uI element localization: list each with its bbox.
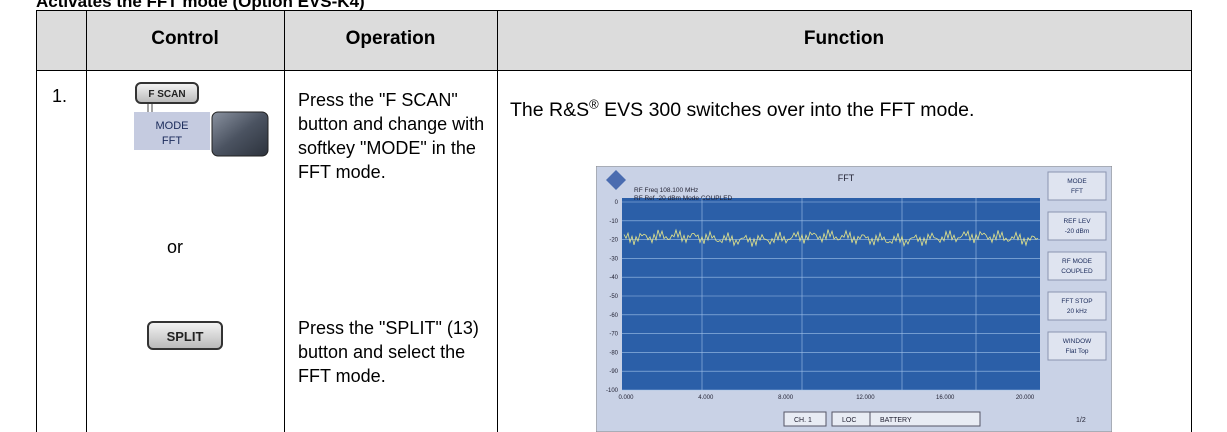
softkey-button <box>211 111 269 157</box>
rule <box>36 10 37 432</box>
step-number: 1. <box>52 86 68 106</box>
rule <box>86 10 87 432</box>
superscript: ® <box>589 96 599 112</box>
split-button <box>147 321 223 350</box>
screen-softkey-label: WINDOW <box>1063 338 1092 345</box>
screen-softkey-label: FFT STOP <box>1061 298 1092 305</box>
screen-softkey-label: COUPLED <box>1061 268 1093 275</box>
status-box <box>783 411 827 427</box>
header-cell: Function <box>803 28 885 49</box>
screen-softkey <box>1047 211 1107 241</box>
screen-x-label: 8.000 <box>778 395 794 401</box>
status-box <box>869 411 981 427</box>
text: The R&S <box>510 99 590 121</box>
rule <box>1191 10 1192 432</box>
rule <box>36 10 1191 11</box>
screen-softkey <box>1047 331 1107 361</box>
screen-y-label: -90 <box>609 369 618 375</box>
screen-y-label: -50 <box>609 294 618 300</box>
status-label: LOC <box>842 417 856 424</box>
screen-y-label: -100 <box>606 388 619 394</box>
header-cell: Operation <box>345 28 436 49</box>
separator: or <box>167 237 183 257</box>
screen-y-label: -40 <box>609 275 618 281</box>
text: EVS 300 switches over into the FFT mode. <box>598 99 975 121</box>
rule <box>497 10 498 432</box>
softkey-label: FFT <box>162 135 182 147</box>
screen-info: RF Freq 108.100 MHz <box>634 187 698 194</box>
status-label: BATTERY <box>880 417 912 424</box>
screen-y-label: 0 <box>615 200 619 206</box>
screen-y-label: -20 <box>609 238 618 244</box>
screen-softkey-label: -20 dBm <box>1065 228 1090 235</box>
header-cell: Control <box>151 28 219 49</box>
screen-y-label: -70 <box>609 332 618 338</box>
operation-text: Press the "F SCAN" button and change wit… <box>298 90 485 182</box>
screen-softkey <box>1047 291 1107 321</box>
screen-y-label: -10 <box>609 219 618 225</box>
screen-y-label: -60 <box>609 313 618 319</box>
header-bg <box>36 10 1191 70</box>
screen-x-label: 12.000 <box>856 395 875 401</box>
screen-x-label: 0.000 <box>618 395 634 401</box>
screen-y-label: -80 <box>609 350 618 356</box>
screen-softkey-label: RF MODE <box>1062 258 1093 265</box>
status-label: CH. 1 <box>794 417 812 424</box>
plot-area <box>622 198 1040 390</box>
rule <box>284 10 285 432</box>
spectrum-trace <box>623 228 1039 248</box>
rule <box>36 70 1191 71</box>
status-label: 1/2 <box>1076 417 1086 424</box>
button-label: F SCAN <box>148 89 185 100</box>
screen-x-label: 20.000 <box>1016 395 1035 401</box>
screen-x-label: 16.000 <box>936 395 955 401</box>
screen-softkey-label: MODE <box>1067 178 1087 185</box>
softkey <box>134 112 210 150</box>
softkey-label: MODE <box>156 120 189 132</box>
screen-x-label: 4.000 <box>698 395 714 401</box>
button-label: SPLIT <box>167 329 204 344</box>
section-title: Activates the FFT mode (Option EVS-K4) <box>36 0 365 11</box>
screen-info: RF Ref -20 dBm Mode COUPLED <box>634 195 733 202</box>
screen-y-label: -30 <box>609 256 618 262</box>
function-text: The R&S® EVS 300 switches over into the … <box>510 94 1190 126</box>
screen-title: FFT <box>838 173 855 183</box>
screen-softkey-label: Flat Top <box>1065 348 1088 355</box>
screen-softkey-label: 20 kHz <box>1067 308 1087 315</box>
screen-softkey <box>1047 251 1107 281</box>
logo <box>606 170 626 190</box>
control-graphics: F SCAN MODE FFT or SPLIT <box>134 82 269 350</box>
operation-text: Press the "SPLIT" (13) button and select… <box>298 318 479 386</box>
screen-softkey-label: FFT <box>1071 188 1083 195</box>
screen-softkey-label: REF LEV <box>1063 218 1091 225</box>
screen-softkey <box>1047 171 1107 201</box>
fscan-button <box>135 82 199 104</box>
